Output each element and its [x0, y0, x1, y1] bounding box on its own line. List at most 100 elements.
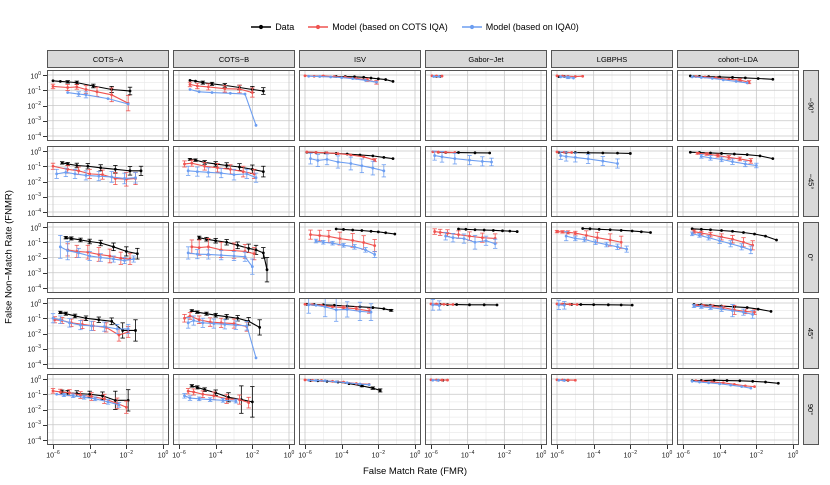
facet-column-strip: ISV — [299, 50, 421, 68]
x-tick-label: 100 — [661, 450, 673, 460]
panel-cohort−LDA-90° — [677, 374, 799, 448]
facet-row-label: −45° — [806, 173, 816, 190]
panel-cohort−LDA-0° — [677, 222, 799, 296]
y-tick-mark — [43, 379, 47, 380]
facet-column-strip: COTS−B — [173, 50, 295, 68]
x-tick-mark — [289, 445, 290, 449]
y-tick-label: 10−1 — [27, 161, 42, 172]
x-tick-label: 100 — [157, 450, 169, 460]
x-tick-mark — [793, 445, 794, 449]
panel-canvas — [173, 146, 295, 220]
x-tick-mark — [415, 445, 416, 449]
y-tick-label: 10−1 — [27, 389, 42, 400]
y-tick-mark — [43, 166, 47, 168]
panel-COTS−B-−45° — [173, 146, 295, 220]
facet-column-label: ISV — [353, 54, 367, 64]
y-tick-mark — [43, 409, 47, 411]
y-tick-mark — [43, 394, 47, 396]
facet-column-label: cohort−LDA — [718, 54, 758, 64]
legend-item-data: Data — [251, 22, 294, 32]
y-tick-mark — [43, 348, 47, 350]
y-tick-mark — [43, 136, 47, 137]
x-tick-mark — [53, 445, 54, 449]
legend: Data Model (based on COTS IQA) Model (ba… — [0, 22, 830, 32]
panel-cohort−LDA-−45° — [677, 146, 799, 220]
x-tick-mark — [126, 445, 128, 449]
data-series-key-icon — [251, 24, 272, 30]
x-tick-mark — [341, 445, 343, 449]
y-tick-label: 10−4 — [27, 283, 42, 293]
panel-canvas — [299, 222, 421, 296]
x-tick-label: 10−6 — [172, 450, 186, 460]
y-tick-mark — [43, 257, 47, 259]
facet-column-strip: LGBPHS — [551, 50, 673, 68]
facet-row-label: 90° — [806, 403, 816, 416]
y-tick-label: 100 — [30, 222, 41, 232]
y-tick-label: 10−2 — [27, 177, 42, 187]
panel-canvas — [677, 298, 799, 372]
x-tick-label: 10−6 — [676, 450, 690, 460]
y-tick-label: 10−4 — [27, 131, 42, 141]
x-tick-label: 100 — [283, 450, 295, 460]
facet-row-strip: 0° — [803, 222, 819, 293]
y-tick-mark — [43, 181, 47, 183]
y-tick-mark — [43, 333, 47, 335]
panel-LGBPHS-45° — [551, 298, 673, 372]
panel-Gabor−Jet-0° — [425, 222, 547, 296]
y-tick-label: 10−4 — [27, 435, 42, 445]
panel-canvas — [425, 298, 547, 372]
x-tick-mark — [467, 445, 469, 449]
y-tick-label: 10−1 — [27, 237, 42, 248]
panel-canvas — [47, 374, 169, 448]
panel-canvas — [425, 222, 547, 296]
x-tick-label: 10−2 — [371, 450, 386, 460]
y-tick-label: 10−4 — [27, 207, 42, 217]
x-tick-label: 10−2 — [497, 450, 512, 460]
y-tick-mark — [43, 151, 47, 152]
panel-canvas — [299, 70, 421, 144]
x-tick-label: 10−2 — [749, 450, 764, 460]
y-tick-mark — [43, 318, 47, 320]
panel-COTS−A-0° — [47, 222, 169, 296]
y-tick-mark — [43, 212, 47, 213]
panel-LGBPHS-−45° — [551, 146, 673, 220]
y-tick-label: 100 — [30, 70, 41, 80]
y-tick-label: 10−1 — [27, 313, 42, 324]
panel-canvas — [551, 146, 673, 220]
panel-LGBPHS-−90° — [551, 70, 673, 144]
y-tick-mark — [43, 227, 47, 228]
panel-canvas — [47, 146, 169, 220]
panel-canvas — [551, 374, 673, 448]
y-tick-label: 100 — [30, 374, 41, 384]
panel-cohort−LDA-45° — [677, 298, 799, 372]
x-tick-label: 10−2 — [245, 450, 260, 460]
model-cots-iqa-series-key-icon — [308, 24, 329, 30]
panel-cohort−LDA-−90° — [677, 70, 799, 144]
x-tick-mark — [179, 445, 180, 449]
y-tick-label: 10−2 — [27, 329, 42, 339]
legend-label: Model (based on IQA0) — [485, 22, 579, 32]
y-tick-label: 10−3 — [27, 344, 42, 354]
panel-ISV-45° — [299, 296, 421, 372]
y-tick-mark — [43, 288, 47, 289]
legend-item-model-iqa0: Model (based on IQA0) — [461, 22, 579, 32]
panel-COTS−B-0° — [173, 222, 295, 296]
x-tick-label: 10−4 — [82, 450, 97, 460]
x-tick-mark — [431, 445, 432, 449]
panel-ISV-−45° — [299, 146, 421, 220]
x-tick-mark — [305, 445, 306, 449]
panel-canvas — [173, 298, 295, 372]
panel-canvas — [551, 70, 673, 144]
x-tick-label: 10−4 — [712, 450, 727, 460]
facet-column-label: Gabor−Jet — [468, 54, 504, 64]
y-axis-title: False Non−Match Rate (FNMR) — [3, 190, 15, 324]
panel-ISV-−90° — [299, 70, 421, 144]
x-tick-label: 10−2 — [119, 450, 134, 460]
x-tick-label: 10−6 — [424, 450, 438, 460]
x-tick-mark — [557, 445, 558, 449]
y-tick-mark — [43, 105, 47, 107]
panel-canvas — [677, 146, 799, 220]
y-tick-label: 100 — [30, 298, 41, 308]
x-tick-label: 10−6 — [550, 450, 564, 460]
